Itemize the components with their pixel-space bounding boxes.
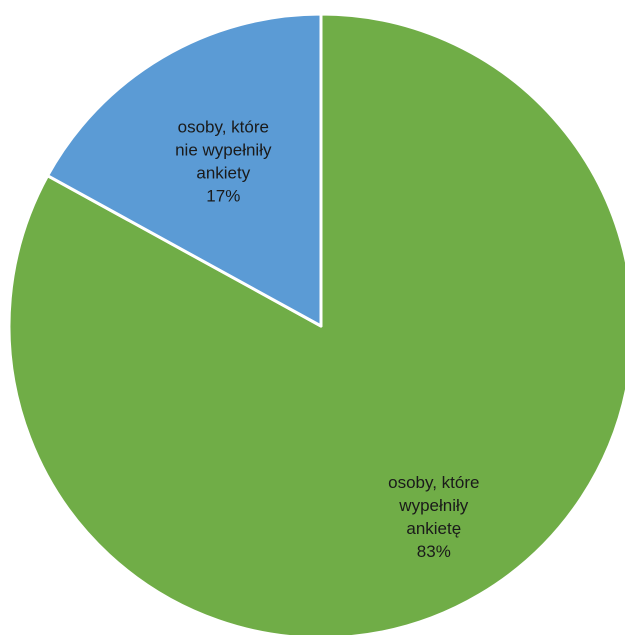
pie-slice-label-line-0-1: wypełniły [398, 496, 468, 515]
pie-slice-label-line-1-1: nie wypełniły [175, 140, 272, 159]
pie-slice-label-line-0-0: osoby, które [388, 473, 479, 492]
pie-slice-1 [46, 12, 323, 328]
pie-slice-value-0: 83% [417, 542, 451, 561]
pie-slice-label-line-1-2: ankiety [196, 163, 250, 182]
pie-slice-label-line-0-2: ankietę [406, 519, 461, 538]
pie-slice-label-0: osoby, które wypełniły ankietę 83% [388, 473, 479, 561]
pie-data-labels: osoby, które wypełniły ankietę 83%osoby, kt… [175, 117, 479, 561]
pie-slice-value-1: 17% [206, 186, 240, 205]
pie-slices [7, 12, 625, 635]
pie-slice-label-1: osoby, które nie wypełniły ankiety 17% [175, 117, 272, 205]
pie-slice-label-line-1-0: osoby, które [178, 117, 269, 136]
